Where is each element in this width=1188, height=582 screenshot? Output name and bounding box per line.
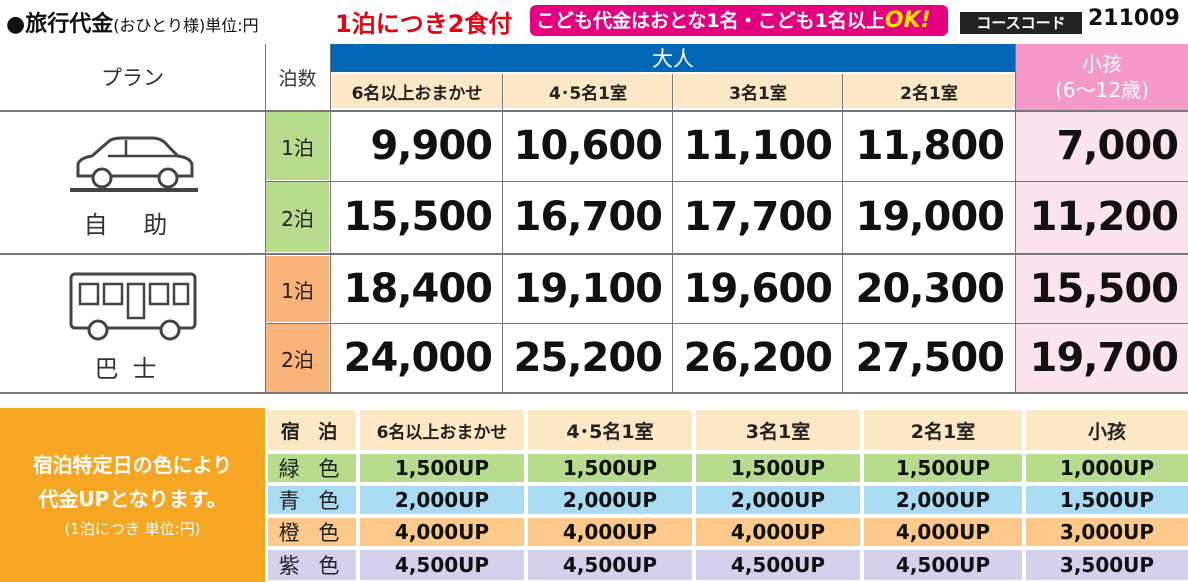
- badge-ok: OK!: [884, 8, 931, 33]
- grid-line: [672, 74, 673, 394]
- sc-orange-child: 3,000UP: [1026, 518, 1188, 546]
- sc-purple-child: 3,500UP: [1026, 550, 1188, 580]
- sc-green-4-5: 1,500UP: [528, 454, 692, 482]
- surcharge-note-line3: (1泊につき 単位:円): [64, 520, 201, 538]
- sc-green-2: 1,500UP: [864, 454, 1022, 482]
- grid-line: [265, 181, 1188, 182]
- title-note: (おひとり様)単位:円: [113, 16, 259, 35]
- sc-col-6plus: 6名以上おまかせ: [360, 410, 524, 450]
- grid-line: [0, 253, 1188, 255]
- nights-bus-1: 1泊: [266, 256, 329, 322]
- sc-col-2: 2名1室: [864, 410, 1022, 450]
- plan-self-drive-label: 自 助: [83, 210, 182, 239]
- col-header-6plus: 6名以上おまかせ: [332, 74, 502, 108]
- sc-purple-4-5: 4,500UP: [528, 550, 692, 580]
- sc-green-3: 1,500UP: [696, 454, 860, 482]
- price-table: プラン 泊数 大人 小孩 (6〜12歳) 6名以上おまかせ 4･5名1室 3名1…: [0, 44, 1188, 394]
- header-bar: ●旅行代金(おひとり様)単位:円 1泊につき2食付 こども代金はおとな1名・こど…: [0, 0, 1188, 42]
- price-self-2-child: 11,200: [1029, 194, 1179, 240]
- child-column-bg: [1016, 110, 1188, 394]
- grid-line: [1015, 44, 1016, 394]
- surcharge-note-line2: 代金UPとなります。: [38, 487, 227, 511]
- sc-purple-6plus: 4,500UP: [360, 550, 524, 580]
- sc-row-orange-label: 橙 色: [268, 518, 356, 546]
- nights-self-1: 1泊: [266, 112, 329, 180]
- surcharge-note: 宿泊特定日の色により 代金UPとなります。 (1泊につき 単位:円): [0, 408, 265, 582]
- bus-icon: [69, 272, 197, 341]
- price-bus-1-3: 19,600: [683, 266, 833, 312]
- plan-bus: 巴士: [0, 254, 265, 394]
- grid-line: [330, 44, 331, 394]
- price-bus-1-4-5: 19,100: [513, 266, 663, 312]
- sc-blue-2: 2,000UP: [864, 486, 1022, 514]
- price-self-2-3: 17,700: [683, 194, 833, 240]
- surcharge-table: 宿 泊 6名以上おまかせ 4･5名1室 3名1室 2名1室 小孩 緑 色 1,5…: [268, 410, 1188, 582]
- price-self-1-4-5: 10,600: [513, 123, 663, 169]
- sc-blue-child: 1,500UP: [1026, 486, 1188, 514]
- col-header-2: 2名1室: [844, 74, 1014, 108]
- price-self-1-2: 11,800: [855, 123, 1005, 169]
- sc-row-green-label: 緑 色: [268, 454, 356, 482]
- grid-line: [0, 392, 1188, 394]
- price-bus-2-3: 26,200: [683, 335, 833, 381]
- surcharge-note-line1: 宿泊特定日の色により: [32, 453, 233, 477]
- sc-orange-3: 4,000UP: [696, 518, 860, 546]
- sc-blue-3: 2,000UP: [696, 486, 860, 514]
- col-header-3: 3名1室: [674, 74, 842, 108]
- col-header-4-5: 4･5名1室: [504, 74, 672, 108]
- grid-line: [842, 74, 843, 394]
- sc-col-4-5: 4･5名1室: [528, 410, 692, 450]
- nights-bus-2: 2泊: [266, 324, 329, 392]
- price-self-2-4-5: 16,700: [513, 194, 663, 240]
- nights-self-2: 2泊: [266, 182, 329, 252]
- grid-line: [265, 323, 1188, 324]
- sc-green-child: 1,000UP: [1026, 454, 1188, 482]
- price-bus-2-4-5: 25,200: [513, 335, 663, 381]
- price-self-1-child: 7,000: [1056, 123, 1179, 169]
- sc-row-purple-label: 紫 色: [268, 550, 356, 580]
- sc-blue-4-5: 2,000UP: [528, 486, 692, 514]
- title-text: ●旅行代金: [6, 12, 114, 37]
- child-header-age: (6〜12歳): [1055, 78, 1149, 102]
- child-price-badge: こども代金はおとな1名・こども1名以上OK!: [530, 5, 948, 36]
- price-bus-1-child: 15,500: [1029, 266, 1179, 312]
- grid-line: [502, 74, 503, 394]
- sc-orange-2: 4,000UP: [864, 518, 1022, 546]
- surcharge-color-header: 宿 泊: [268, 410, 356, 450]
- sc-blue-6plus: 2,000UP: [360, 486, 524, 514]
- meal-note: 1泊につき2食付: [335, 10, 513, 38]
- sc-green-6plus: 1,500UP: [360, 454, 524, 482]
- nights-header: 泊数: [278, 67, 317, 90]
- price-self-2-2: 19,000: [855, 194, 1005, 240]
- sc-row-blue-label: 青 色: [268, 486, 356, 514]
- price-bus-1-2: 20,300: [855, 266, 1005, 312]
- price-bus-1-6plus: 18,400: [343, 266, 493, 312]
- plan-header: プラン: [101, 66, 164, 90]
- plan-bus-label: 巴士: [94, 354, 171, 383]
- sc-purple-2: 4,500UP: [864, 550, 1022, 580]
- course-code-label: コースコード: [960, 12, 1082, 34]
- adult-header: 大人: [330, 44, 1016, 72]
- course-code: 211009: [1088, 6, 1180, 31]
- plan-self-drive: 自 助: [0, 110, 265, 254]
- grid-line: [265, 44, 266, 394]
- sc-orange-4-5: 4,000UP: [528, 518, 692, 546]
- sc-purple-3: 4,500UP: [696, 550, 860, 580]
- price-bus-2-2: 27,500: [855, 335, 1005, 381]
- price-self-1-3: 11,100: [683, 123, 833, 169]
- sc-orange-6plus: 4,000UP: [360, 518, 524, 546]
- badge-text: こども代金はおとな1名・こども1名以上: [536, 10, 885, 32]
- child-header: 小孩 (6〜12歳): [1016, 44, 1188, 110]
- car-icon: [70, 136, 198, 192]
- sc-col-3: 3名1室: [696, 410, 860, 450]
- price-self-1-6plus: 9,900: [370, 123, 493, 169]
- sc-col-child: 小孩: [1026, 410, 1188, 450]
- grid-line: [0, 110, 1188, 112]
- price-self-2-6plus: 15,500: [343, 194, 493, 240]
- price-bus-2-6plus: 24,000: [343, 335, 493, 381]
- price-bus-2-child: 19,700: [1029, 335, 1179, 381]
- page-title: ●旅行代金(おひとり様)単位:円: [6, 6, 259, 38]
- child-header-label: 小孩: [1082, 52, 1122, 76]
